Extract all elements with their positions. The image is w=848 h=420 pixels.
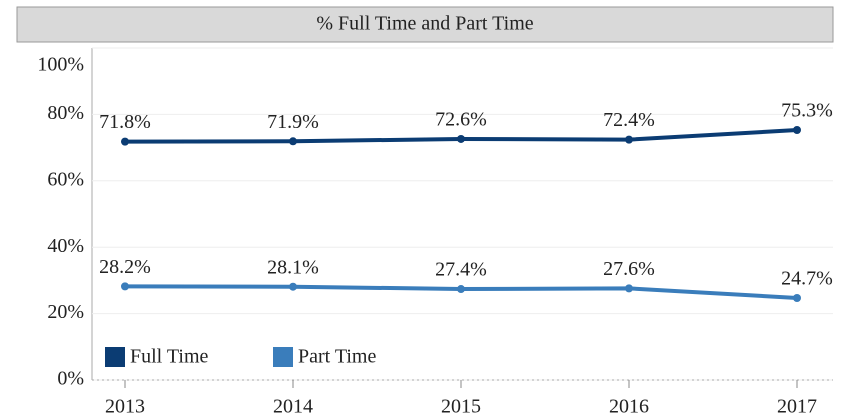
x-tick-label: 2013 [105, 396, 145, 418]
data-label: 24.7% [781, 268, 833, 290]
point [121, 282, 129, 291]
point [625, 284, 633, 293]
x-tick-label: 2015 [441, 396, 481, 418]
point [289, 282, 297, 291]
legend-swatch [273, 347, 293, 367]
point [457, 285, 465, 294]
data-label: 28.1% [267, 256, 319, 278]
point [457, 134, 465, 143]
point [625, 135, 633, 144]
x-tick-label: 2017 [777, 396, 817, 418]
point [793, 126, 801, 135]
y-tick-label: 40% [47, 235, 84, 257]
y-tick-label: 60% [47, 168, 84, 190]
data-label: 71.8% [99, 111, 151, 133]
legend-swatch [105, 347, 125, 367]
point [289, 137, 297, 146]
point [121, 137, 129, 146]
y-tick-label: 100% [37, 54, 84, 76]
data-label: 27.6% [603, 258, 655, 280]
point [793, 293, 801, 302]
data-label: 72.4% [603, 109, 655, 131]
legend-label: Full Time [130, 346, 209, 368]
x-tick-label: 2014 [273, 396, 313, 418]
data-label: 71.9% [267, 111, 319, 133]
x-tick-label: 2016 [609, 396, 649, 418]
data-label: 28.2% [99, 256, 151, 278]
y-tick-label: 0% [57, 368, 84, 390]
y-tick-label: 20% [47, 301, 84, 323]
title-box [16, 6, 834, 43]
data-label: 72.6% [435, 109, 487, 131]
legend-label: Part Time [298, 346, 376, 368]
data-label: 27.4% [435, 259, 487, 281]
data-label: 75.3% [781, 100, 833, 122]
chart-title: % Full Time and Part Time [316, 13, 533, 35]
y-tick-label: 80% [47, 102, 84, 124]
